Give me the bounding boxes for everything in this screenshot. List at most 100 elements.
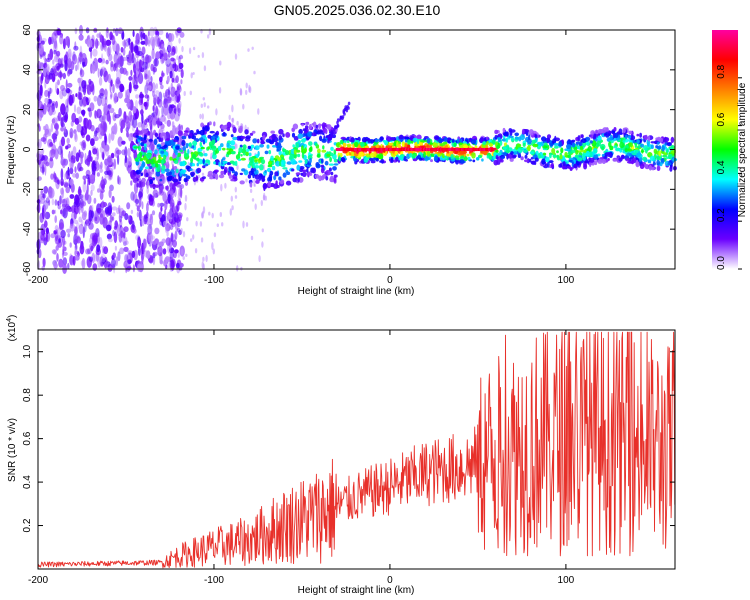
spectrogram-cell [169,247,175,254]
spectrogram-cell [60,229,66,239]
spectrogram-cell [170,135,175,139]
spectrogram-cell [221,125,227,130]
spectrogram-cell [597,135,602,141]
spectrogram-cell [184,194,188,202]
spectrogram-cell [117,136,123,147]
spectrogram-cell [338,118,342,122]
spectrogram-cell [269,170,274,176]
spectrogram-cell [229,208,232,216]
spectrogram-cell [124,146,128,159]
spectrogram-cell [73,219,79,225]
spectrogram-cell [178,176,181,182]
spectrogram-cell [481,158,484,162]
spectrogram-cell [622,127,626,133]
spectrogram-cell [160,137,163,143]
spectrogram-cell [150,76,153,83]
spectrogram-cell [654,141,658,145]
spectrogram-cell [274,171,279,177]
spectrogram-cell [568,159,573,163]
spectrogram-cell [67,166,70,176]
spectrogram-cell [74,130,77,140]
spectrogram-cell [142,181,146,187]
spectrogram-cell [564,148,570,151]
spectrogram-cell [250,144,255,149]
spectrogram-cell [152,177,155,181]
spectrogram-cell [359,151,365,157]
spectrogram-cell [165,49,168,53]
spectrogram-cell [132,106,137,114]
spectrogram-cell [502,127,506,133]
spectrogram-cell [216,223,219,227]
spectrogram-cell [104,88,108,100]
spectrogram-cell [259,144,264,148]
spectrogram-cell [128,37,131,46]
spectrogram-cell [96,151,100,161]
spectrogram-cell [168,104,173,114]
spectrogram-cell [53,38,58,49]
spectrogram-cell [278,176,282,181]
snr-y-tick-label: 0.2 [22,518,33,532]
spectrogram-cell [320,175,325,181]
spectrogram-cell [515,146,518,150]
spectrogram-cell [188,142,192,148]
spectrogram-cell [177,181,181,185]
spectrogram-cell [573,146,578,151]
spectrogram-cell [639,163,645,169]
spectrogram-cell [222,147,226,151]
spectrogram-cell [526,146,531,150]
spectrogram-cell [230,195,233,202]
spectrogram-cell [137,50,143,57]
spectrogram-cell [158,154,161,160]
spectrogram-cell [177,200,182,206]
spectrogram-cell [659,137,663,143]
spectrogram-cell [48,72,51,81]
spectrogram-cell [656,165,661,171]
spectrogram-cell [528,134,531,141]
spectrogram-cell [131,250,136,258]
spectrogram-cell [606,152,612,157]
spectrogram-cell [346,140,350,144]
spectrogram-cell [74,27,78,35]
spectrogram-cell [261,241,264,248]
spectrogram-cell [168,52,171,57]
spectrogram-cell [601,153,605,157]
spectrogram-y-label: Frequency (Hz) [6,116,17,185]
spectrogram-cell [640,143,645,148]
spectrogram-cell [55,100,58,109]
spectrogram-cell [100,161,103,170]
spectrogram-cell [420,140,426,143]
spectrogram-x-label: Height of straight line (km) [298,286,415,297]
spectrogram-cell [111,206,118,211]
spectrogram-cell [537,153,541,159]
spectrogram-cell [332,166,337,171]
spectrogram-cell [80,67,83,76]
spectrogram-cell [101,184,105,190]
spectrogram-cell [593,133,597,139]
spectrogram-cell [176,55,179,60]
spectrogram-cell [182,160,186,167]
spectrogram-cell [167,40,173,53]
spectrogram-cell [57,241,63,248]
spectrogram-cell [126,131,129,138]
spectrogram-cell [171,77,175,83]
spectrogram-cell [446,137,451,141]
spectrogram-cell [176,83,181,91]
spectrogram-cell [164,259,167,266]
spectrogram-cell [141,177,146,183]
spectrogram-cell [190,238,193,243]
spectrogram-cell [656,155,661,161]
spectrogram-cell [104,174,108,179]
spectrogram-cell [661,145,665,152]
spectrogram-cell [117,27,123,34]
spectrogram-cell [67,69,71,77]
spectrogram-cell [59,34,64,45]
spectrogram-cell [199,152,204,157]
spectrogram-cell [117,251,121,262]
spectrogram-cell [162,248,167,255]
spectrogram-cell [306,168,309,173]
spectrogram-cell [278,161,282,167]
spectrogram-cell [66,137,70,144]
spectrogram-cell [189,90,192,96]
spectrogram-cell [200,103,203,109]
spectrogram-cell [180,149,183,153]
